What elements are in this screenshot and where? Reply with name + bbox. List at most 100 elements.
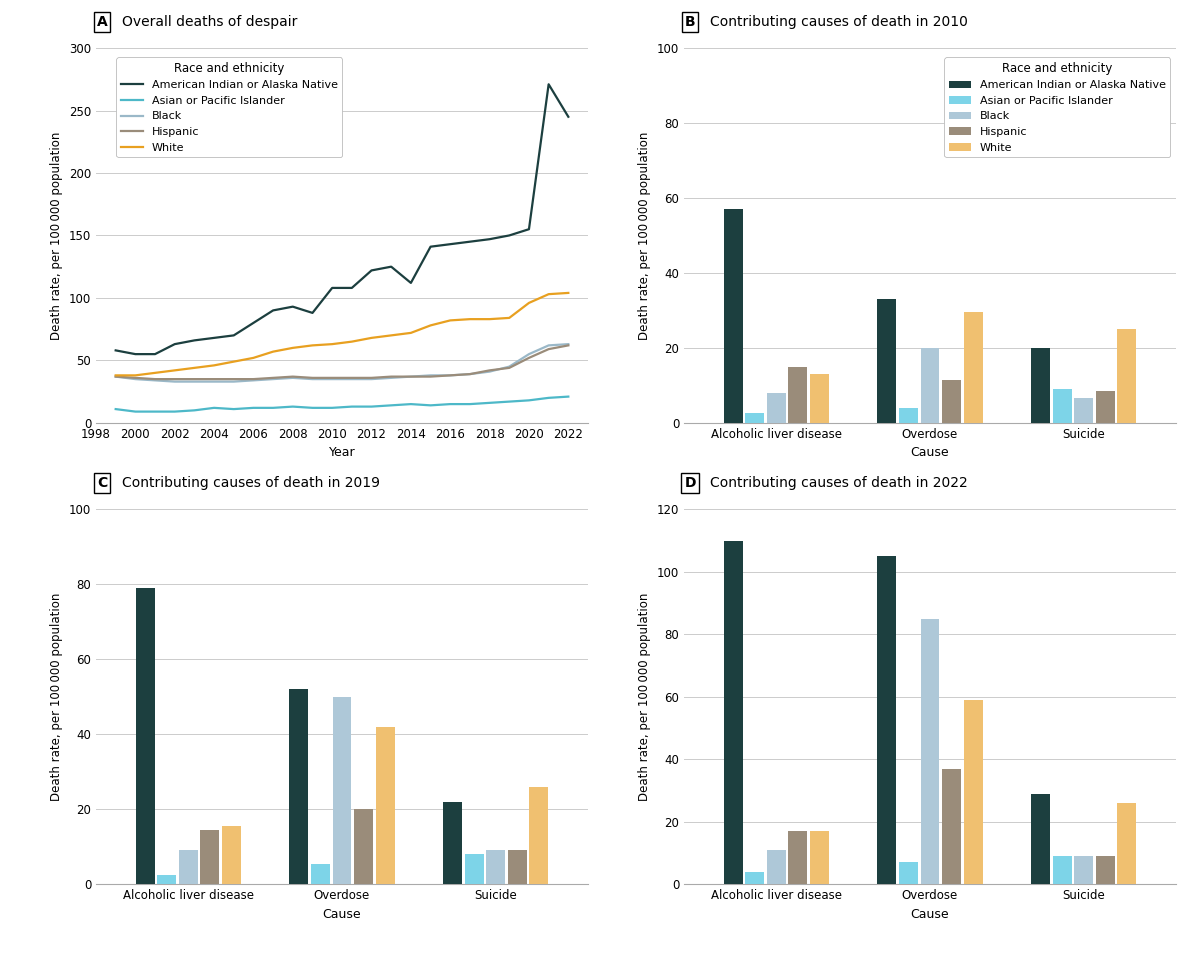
Asian or Pacific Islander	[384, 400, 398, 411]
White	[148, 367, 162, 379]
Hispanic	[227, 373, 241, 384]
Hispanic	[187, 373, 202, 384]
Text: B: B	[685, 14, 695, 29]
Bar	[964, 312, 983, 423]
Asian or Pacific Islander	[541, 392, 556, 404]
Hispanic	[384, 371, 398, 382]
Line: Black: Black	[115, 344, 569, 382]
Bar	[1031, 348, 1050, 423]
American Indian or Alaska Native	[424, 241, 438, 253]
Y-axis label: Death rate, per 100 000 population: Death rate, per 100 000 population	[50, 132, 64, 339]
American Indian or Alaska Native	[325, 283, 340, 294]
American Indian or Alaska Native	[562, 111, 576, 122]
Black	[482, 366, 497, 378]
Hispanic	[168, 373, 182, 384]
Bar	[942, 769, 961, 884]
Hispanic	[482, 364, 497, 376]
Black	[305, 373, 319, 384]
Asian or Pacific Islander	[463, 398, 478, 409]
Bar	[200, 829, 220, 884]
Black	[344, 373, 359, 384]
American Indian or Alaska Native	[522, 223, 536, 234]
Black	[541, 339, 556, 351]
White	[305, 339, 319, 351]
X-axis label: Cause: Cause	[911, 446, 949, 459]
X-axis label: Year: Year	[329, 446, 355, 459]
Y-axis label: Death rate, per 100 000 population: Death rate, per 100 000 population	[638, 593, 652, 801]
White	[384, 330, 398, 341]
Black	[266, 373, 281, 384]
White	[424, 320, 438, 332]
Bar	[1074, 856, 1093, 884]
Bar	[1096, 856, 1115, 884]
Black	[206, 376, 221, 387]
Black	[286, 372, 300, 383]
White	[365, 333, 379, 344]
Asian or Pacific Islander	[305, 402, 319, 413]
American Indian or Alaska Native	[384, 260, 398, 273]
Bar	[877, 299, 896, 423]
Legend: American Indian or Alaska Native, Asian or Pacific Islander, Black, Hispanic, Wh: American Indian or Alaska Native, Asian …	[944, 58, 1170, 157]
American Indian or Alaska Native	[206, 333, 221, 344]
Text: Contributing causes of death in 2019: Contributing causes of death in 2019	[122, 476, 380, 490]
Asian or Pacific Islander	[365, 401, 379, 412]
Line: Hispanic: Hispanic	[115, 345, 569, 379]
White	[168, 364, 182, 376]
X-axis label: Cause: Cause	[911, 907, 949, 921]
American Indian or Alaska Native	[128, 348, 143, 359]
Black	[562, 338, 576, 350]
Bar	[311, 864, 330, 884]
Bar	[486, 850, 505, 884]
Black	[128, 373, 143, 384]
Bar	[724, 540, 743, 884]
Line: American Indian or Alaska Native: American Indian or Alaska Native	[115, 85, 569, 354]
Hispanic	[305, 372, 319, 383]
White	[325, 338, 340, 350]
Hispanic	[344, 372, 359, 383]
Black	[403, 371, 418, 382]
Legend: American Indian or Alaska Native, Asian or Pacific Islander, Black, Hispanic, Wh: American Indian or Alaska Native, Asian …	[116, 58, 342, 157]
Black	[227, 376, 241, 387]
Bar	[332, 697, 352, 884]
Hispanic	[108, 371, 122, 382]
White	[108, 370, 122, 382]
Black	[246, 375, 260, 386]
Text: C: C	[97, 476, 107, 490]
Bar	[810, 374, 829, 423]
Asian or Pacific Islander	[502, 396, 516, 407]
Asian or Pacific Islander	[108, 404, 122, 415]
Hispanic	[562, 339, 576, 351]
White	[286, 342, 300, 354]
Bar	[810, 831, 829, 884]
Bar	[745, 413, 764, 423]
Asian or Pacific Islander	[562, 391, 576, 403]
American Indian or Alaska Native	[187, 334, 202, 346]
American Indian or Alaska Native	[305, 308, 319, 319]
Asian or Pacific Islander	[246, 402, 260, 413]
White	[443, 314, 457, 326]
Hispanic	[286, 371, 300, 382]
Asian or Pacific Islander	[227, 404, 241, 415]
Bar	[1117, 329, 1136, 423]
Asian or Pacific Islander	[286, 401, 300, 412]
Bar	[1096, 391, 1115, 423]
Text: Contributing causes of death in 2010: Contributing causes of death in 2010	[710, 14, 968, 29]
American Indian or Alaska Native	[148, 348, 162, 359]
American Indian or Alaska Native	[246, 317, 260, 329]
Asian or Pacific Islander	[187, 405, 202, 416]
American Indian or Alaska Native	[344, 283, 359, 294]
Black	[187, 376, 202, 387]
Asian or Pacific Islander	[522, 395, 536, 407]
American Indian or Alaska Native	[365, 264, 379, 276]
Hispanic	[325, 372, 340, 383]
Hispanic	[463, 368, 478, 380]
Black	[108, 371, 122, 382]
Bar	[464, 854, 484, 884]
White	[206, 359, 221, 371]
American Indian or Alaska Native	[266, 305, 281, 316]
Line: Asian or Pacific Islander: Asian or Pacific Islander	[115, 397, 569, 411]
Bar	[222, 826, 241, 884]
Bar	[529, 787, 548, 884]
Hispanic	[246, 373, 260, 384]
American Indian or Alaska Native	[541, 79, 556, 90]
